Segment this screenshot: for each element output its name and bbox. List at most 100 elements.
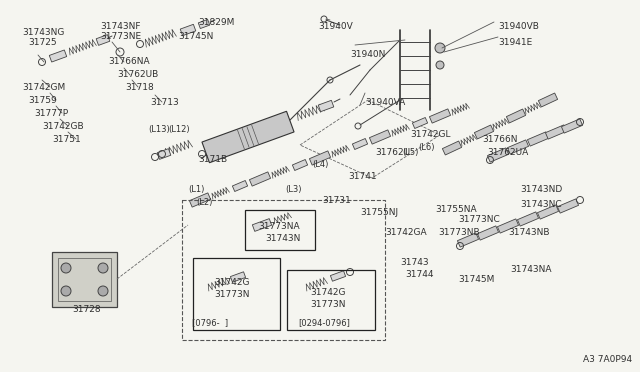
Text: 31829M: 31829M: [198, 18, 234, 27]
Text: 31751: 31751: [52, 135, 81, 144]
Polygon shape: [202, 111, 294, 163]
Circle shape: [435, 43, 445, 53]
Polygon shape: [506, 109, 525, 123]
Bar: [58, 258, 111, 301]
Polygon shape: [250, 172, 271, 186]
Polygon shape: [474, 125, 493, 139]
Text: 31755NA: 31755NA: [435, 205, 477, 214]
Text: (L3): (L3): [285, 185, 301, 194]
Text: 31759: 31759: [28, 96, 57, 105]
Text: 31777P: 31777P: [34, 109, 68, 118]
Text: 31743NG: 31743NG: [22, 28, 65, 37]
Polygon shape: [309, 151, 331, 165]
Text: 31773NB: 31773NB: [438, 228, 479, 237]
Polygon shape: [180, 24, 196, 36]
Circle shape: [98, 286, 108, 296]
Polygon shape: [538, 93, 557, 107]
Polygon shape: [508, 140, 529, 154]
Text: 31725: 31725: [28, 38, 56, 47]
Text: 31745M: 31745M: [458, 275, 494, 284]
Polygon shape: [232, 180, 248, 192]
Bar: [193, 258, 280, 330]
Text: 31773N: 31773N: [310, 300, 346, 309]
Polygon shape: [497, 219, 518, 233]
Text: 31744: 31744: [405, 270, 433, 279]
Text: 31743: 31743: [400, 258, 429, 267]
Text: 31743ND: 31743ND: [520, 185, 563, 194]
Text: 31743N: 31743N: [265, 234, 300, 243]
Text: 31713: 31713: [150, 98, 179, 107]
Circle shape: [61, 286, 71, 296]
Text: 31766N: 31766N: [482, 135, 518, 144]
Text: 31940VB: 31940VB: [498, 22, 539, 31]
Polygon shape: [429, 109, 451, 123]
Polygon shape: [49, 50, 67, 62]
Text: [0796-  ]: [0796- ]: [192, 318, 228, 327]
Text: 31718: 31718: [125, 83, 154, 92]
Text: 31741: 31741: [348, 172, 376, 181]
Text: (L1): (L1): [188, 185, 204, 194]
Text: 31773NE: 31773NE: [100, 32, 141, 41]
Text: 31762UB: 31762UB: [117, 70, 158, 79]
Polygon shape: [369, 130, 390, 144]
Text: 31773NC: 31773NC: [458, 215, 500, 224]
Text: 31742GA: 31742GA: [385, 228, 427, 237]
Text: 31728: 31728: [72, 305, 100, 314]
Text: A3 7A0P94: A3 7A0P94: [583, 355, 632, 364]
Text: (L6): (L6): [418, 143, 435, 152]
Text: (L2): (L2): [196, 198, 212, 207]
Bar: [287, 270, 375, 330]
Text: 31766NA: 31766NA: [108, 57, 150, 66]
Polygon shape: [189, 193, 211, 207]
Text: 31731: 31731: [322, 196, 351, 205]
Text: (L12): (L12): [168, 125, 189, 134]
Polygon shape: [538, 205, 559, 219]
Polygon shape: [442, 141, 461, 155]
Text: 31743NF: 31743NF: [100, 22, 141, 31]
Text: 31773NA: 31773NA: [258, 222, 300, 231]
Text: 31742G: 31742G: [214, 278, 250, 287]
Text: 31762UA: 31762UA: [487, 148, 528, 157]
Polygon shape: [292, 160, 308, 170]
Text: 31941E: 31941E: [498, 38, 532, 47]
Text: [0294-0796]: [0294-0796]: [298, 318, 350, 327]
Polygon shape: [545, 125, 566, 139]
Text: 31742GM: 31742GM: [22, 83, 65, 92]
Text: 31755NJ: 31755NJ: [360, 208, 398, 217]
Polygon shape: [412, 118, 428, 128]
Text: 31940N: 31940N: [350, 50, 385, 59]
Polygon shape: [330, 271, 346, 281]
Circle shape: [98, 263, 108, 273]
Text: 31743NA: 31743NA: [510, 265, 552, 274]
Text: 31940V: 31940V: [318, 22, 353, 31]
Polygon shape: [458, 233, 479, 247]
Text: 31743NB: 31743NB: [508, 228, 550, 237]
Polygon shape: [477, 226, 499, 240]
Polygon shape: [561, 119, 582, 133]
Text: 31742G: 31742G: [310, 288, 346, 297]
Text: 31773N: 31773N: [214, 290, 250, 299]
Polygon shape: [157, 149, 171, 159]
Polygon shape: [252, 219, 271, 231]
Polygon shape: [488, 148, 509, 162]
Text: (L5): (L5): [402, 148, 419, 157]
Text: (L4): (L4): [312, 160, 328, 169]
Text: 31940VA: 31940VA: [365, 98, 405, 107]
Polygon shape: [318, 100, 334, 112]
Bar: [52, 252, 117, 307]
Text: 31742GL: 31742GL: [410, 130, 451, 139]
Polygon shape: [198, 19, 210, 29]
Text: 31762U: 31762U: [375, 148, 410, 157]
Bar: [182, 200, 385, 340]
Polygon shape: [96, 35, 110, 45]
Text: 31742GB: 31742GB: [42, 122, 84, 131]
Polygon shape: [230, 272, 246, 282]
Text: (L13): (L13): [148, 125, 170, 134]
Circle shape: [436, 61, 444, 69]
Text: 31743NC: 31743NC: [520, 200, 562, 209]
Text: 3171B: 3171B: [198, 155, 227, 164]
Polygon shape: [517, 212, 539, 226]
Polygon shape: [557, 199, 579, 213]
Polygon shape: [353, 138, 367, 150]
Circle shape: [61, 263, 71, 273]
